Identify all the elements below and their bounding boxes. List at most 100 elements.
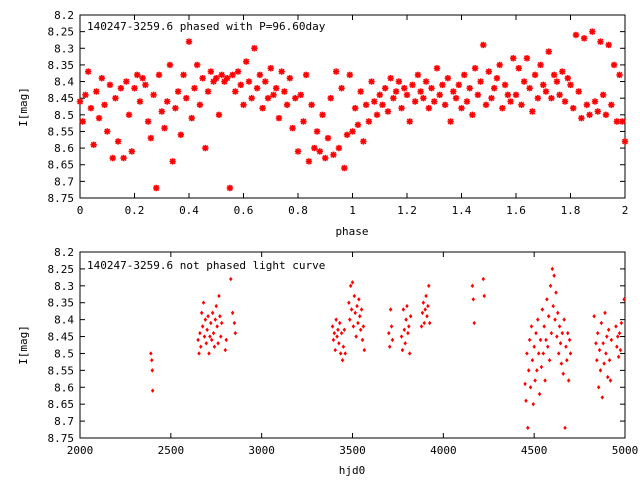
data-point	[202, 334, 207, 339]
data-point	[400, 347, 405, 353]
data-point	[469, 111, 476, 119]
data-point	[286, 75, 294, 82]
data-point	[262, 78, 269, 85]
y-tick-label: 8.55	[48, 125, 75, 138]
data-point	[142, 81, 149, 89]
y-tick-label: 8.55	[48, 364, 75, 377]
data-point	[84, 68, 92, 75]
data-point	[404, 317, 408, 322]
data-point	[209, 320, 213, 326]
data-point	[441, 101, 449, 109]
data-point	[316, 148, 323, 155]
data-point	[283, 101, 291, 109]
data-point	[333, 347, 338, 353]
data-point	[455, 81, 462, 89]
data-point	[596, 385, 601, 390]
data-point	[120, 154, 127, 162]
y-tick-label: 8.7	[54, 175, 74, 188]
data-point	[597, 347, 602, 353]
data-point	[608, 101, 615, 109]
x-tick-label: 2	[622, 204, 629, 217]
tick-marks	[79, 251, 626, 439]
data-point	[335, 144, 343, 152]
data-point	[188, 114, 195, 122]
data-point	[112, 94, 119, 102]
data-point	[199, 344, 203, 349]
data-point	[212, 344, 217, 349]
y-tick-label: 8.4	[54, 314, 74, 327]
data-point	[343, 131, 351, 138]
data-point	[191, 85, 198, 92]
data-point	[237, 81, 244, 89]
data-point	[373, 111, 381, 119]
data-point	[525, 351, 529, 356]
data-point	[330, 151, 337, 158]
data-point	[203, 317, 208, 322]
x-axis-label: phase	[335, 225, 368, 238]
data-point	[591, 98, 599, 105]
data-point	[555, 334, 559, 339]
data-point	[420, 94, 427, 102]
data-point	[552, 273, 556, 278]
data-point	[546, 314, 551, 319]
data-point	[384, 108, 392, 115]
data-point	[406, 118, 413, 125]
data-point	[583, 101, 591, 109]
data-point	[520, 78, 528, 85]
data-point	[205, 327, 209, 332]
data-point	[392, 88, 400, 95]
data-point	[466, 85, 473, 92]
data-point	[354, 121, 362, 128]
data-point	[221, 78, 228, 85]
data-point	[358, 314, 362, 319]
data-point	[348, 317, 352, 322]
data-point	[117, 85, 125, 92]
data-point	[356, 320, 360, 326]
data-point	[338, 320, 342, 326]
data-point	[534, 330, 538, 336]
data-point	[425, 104, 432, 112]
data-point	[518, 101, 525, 109]
data-point	[350, 280, 355, 285]
data-point	[199, 75, 206, 82]
data-point	[79, 118, 86, 125]
y-tick-label: 8.7	[54, 415, 74, 428]
data-point	[297, 91, 304, 99]
data-point	[214, 303, 219, 309]
data-point	[566, 330, 570, 336]
data-point	[422, 320, 427, 326]
data-point	[136, 98, 144, 105]
data-point	[264, 94, 272, 102]
x-tick-label: 0.6	[234, 204, 254, 217]
data-point	[360, 337, 365, 343]
data-point	[545, 297, 549, 302]
tick-labels: 2000 2500 3000 3500 4000 4500 5000 8.2 8.25 8.3 8.…	[48, 246, 639, 457]
data-point	[275, 114, 283, 122]
data-point	[379, 101, 386, 109]
data-point	[461, 71, 468, 79]
data-point	[360, 138, 367, 145]
data-point	[615, 344, 619, 349]
data-point	[352, 104, 359, 112]
data-point	[481, 276, 486, 282]
data-point	[417, 88, 424, 95]
data-point	[229, 276, 233, 282]
data-point	[335, 334, 339, 339]
y-tick-label: 8.5	[54, 347, 74, 360]
data-point	[197, 351, 201, 356]
data-point	[622, 297, 626, 302]
y-axis-label: I[mag]	[17, 325, 30, 365]
data-point	[82, 91, 89, 99]
data-point	[566, 378, 571, 383]
data-point	[526, 368, 531, 373]
data-point	[529, 108, 536, 115]
data-point	[616, 354, 621, 360]
data-point	[330, 324, 335, 329]
data-point	[563, 425, 567, 431]
data-point	[362, 101, 370, 109]
data-point	[439, 81, 446, 89]
data-point	[338, 85, 345, 92]
data-point	[501, 81, 509, 89]
data-point	[388, 307, 393, 312]
data-point	[541, 351, 546, 356]
